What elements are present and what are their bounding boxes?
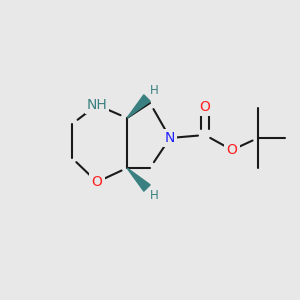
Text: O: O	[226, 143, 237, 157]
Text: H: H	[150, 189, 159, 202]
Text: O: O	[200, 100, 210, 114]
Polygon shape	[127, 95, 150, 118]
Text: NH: NH	[87, 98, 107, 112]
Text: N: N	[165, 131, 175, 145]
Polygon shape	[127, 168, 150, 191]
Text: O: O	[92, 175, 102, 189]
Text: H: H	[150, 84, 159, 97]
